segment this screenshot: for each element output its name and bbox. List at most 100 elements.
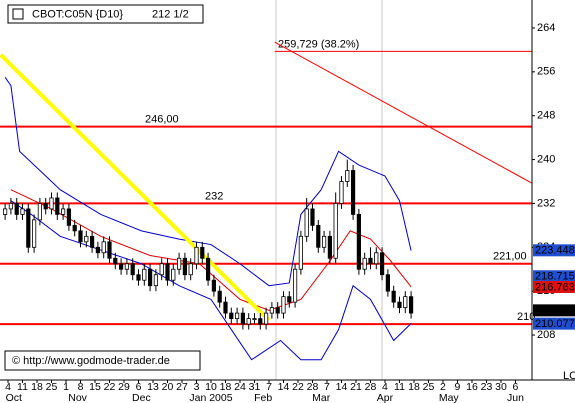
candle-body — [84, 235, 89, 243]
x-tick-label: 16 — [466, 381, 478, 393]
x-tick-label: 11 — [394, 381, 405, 393]
candle-body — [258, 318, 263, 325]
y-tick-label: 208 — [537, 329, 555, 341]
candle-body — [176, 257, 182, 270]
x-tick-label: 4 — [382, 381, 388, 393]
candle-body — [240, 312, 245, 325]
candle-body — [234, 312, 240, 319]
month-label: Oct — [6, 392, 22, 403]
x-tick-label: 7 — [266, 381, 272, 393]
month-label: Nov — [68, 392, 87, 403]
corner-label: LC — [563, 370, 575, 382]
x-tick-label: 14 — [336, 381, 348, 393]
month-label: Jun — [507, 392, 524, 403]
x-tick-label: 22 — [292, 381, 304, 393]
price-tag-label: 218.715 — [535, 271, 575, 283]
x-tick-label: 8 — [78, 381, 84, 393]
last-price: 212 1/2 — [152, 8, 189, 20]
candle-body — [194, 246, 199, 265]
candle-body — [37, 203, 43, 221]
candle-body — [49, 197, 54, 210]
candle-body — [350, 170, 356, 215]
x-tick-label: 10 — [205, 381, 217, 393]
candle-body — [310, 208, 315, 226]
candle-body — [333, 203, 338, 259]
candle-body — [223, 301, 228, 314]
candle-body — [287, 296, 292, 303]
y-tick-label: 240 — [537, 153, 555, 165]
x-tick-label: 6 — [136, 381, 142, 393]
candle-body — [66, 208, 71, 226]
axes: 2082162242322402482562644111825181522296… — [5, 22, 575, 403]
candle-body — [205, 257, 211, 281]
x-tick-label: 25 — [46, 381, 58, 393]
indicator-line — [10, 200, 412, 361]
month-label: May — [439, 392, 460, 403]
candle-body — [246, 318, 251, 325]
candle-body — [362, 257, 367, 270]
x-tick-label: 29 — [118, 381, 130, 393]
price-tag — [533, 317, 575, 330]
candle-body — [101, 241, 106, 254]
y-tick-label: 264 — [537, 22, 555, 34]
y-tick-label: 256 — [537, 66, 555, 78]
y-tick-label: 248 — [537, 110, 555, 122]
candle-body — [298, 235, 303, 270]
level-label: 221,00 — [493, 251, 527, 263]
x-tick-label: 2 — [440, 381, 446, 393]
candle-body — [321, 235, 327, 248]
candle-body — [356, 214, 361, 270]
candle-body — [188, 263, 193, 276]
price-tag-label: 216.763 — [535, 281, 575, 293]
x-tick-label: 15 — [89, 381, 101, 393]
x-tick-label: 30 — [495, 381, 507, 393]
candle-body — [385, 274, 390, 292]
candle-body — [124, 263, 129, 270]
candle-body — [26, 208, 31, 248]
trend-line — [0, 53, 271, 322]
candle-body — [368, 257, 373, 265]
footer-box — [4, 350, 201, 371]
candle-body — [14, 203, 19, 215]
candle-body — [379, 252, 385, 276]
month-label: Mar — [312, 392, 331, 403]
price-tag — [533, 280, 575, 293]
x-tick-label: 25 — [423, 381, 435, 393]
x-tick-label: 18 — [31, 381, 43, 393]
candle-body — [89, 235, 95, 248]
month-label: Dec — [132, 392, 151, 403]
candle-body — [95, 246, 100, 254]
level-label: 210 — [517, 311, 535, 323]
candle-body — [60, 208, 66, 215]
x-tick-label: 11 — [17, 381, 28, 393]
candle-body — [118, 263, 124, 270]
symbol: CBOT:C05N {D10} — [32, 8, 123, 20]
price-tag-label: 210.077 — [535, 318, 575, 330]
candle-body — [374, 252, 379, 265]
x-tick-label: 9 — [455, 381, 461, 393]
level-label: 259,729 (38.2%) — [278, 38, 359, 50]
month-label: Feb — [254, 392, 272, 403]
month-label: Jan 2005 — [189, 392, 232, 403]
candle-body — [408, 296, 414, 314]
x-tick-label: 13 — [147, 381, 159, 393]
level-label: 232 — [205, 190, 223, 202]
month-label: Apr — [377, 392, 394, 403]
x-tick-label: 3 — [194, 381, 200, 393]
price-tag — [533, 304, 575, 317]
candle-body — [229, 312, 234, 319]
price-tag — [533, 244, 575, 257]
price-tag-label: 212 1/2 — [535, 305, 572, 317]
indicator-line — [10, 189, 412, 311]
price-tag-label: 223.448 — [535, 245, 575, 257]
x-tick-label: 23 — [481, 381, 493, 393]
x-tick-label: 28 — [307, 381, 319, 393]
candle-body — [345, 170, 350, 182]
x-tick-label: 6 — [513, 381, 519, 393]
y-tick-label: 232 — [537, 197, 555, 209]
x-tick-label: 18 — [408, 381, 420, 393]
candle-body — [159, 263, 164, 276]
candle-body — [3, 208, 8, 215]
